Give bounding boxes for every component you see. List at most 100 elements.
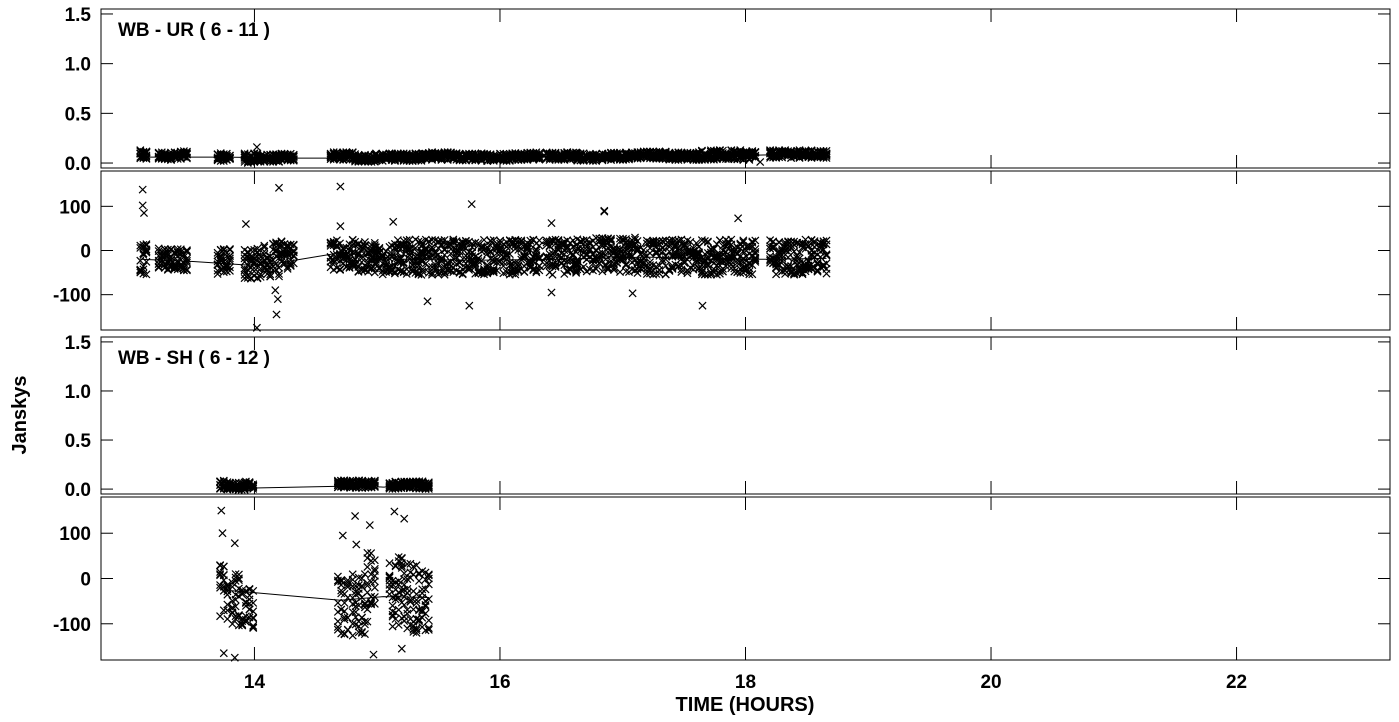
y-tick-label: 0.0 [65,154,91,175]
data-point [822,250,831,259]
data-point [213,269,222,279]
data-point [598,267,607,276]
data-point [182,247,191,256]
data-point [630,233,640,242]
data-point [810,237,819,246]
data-point [179,266,188,275]
data-point [526,257,535,266]
data-point [403,588,412,597]
y-tick-label: 1.0 [65,382,91,403]
data-point [354,628,363,637]
data-point [642,269,651,279]
data-point [822,146,831,155]
data-point-outlier [352,540,361,549]
data-point [225,256,234,265]
data-point [335,239,345,248]
data-point [225,154,234,163]
data-point-outlier [389,217,398,226]
data-point [340,613,349,622]
data-point [354,622,363,631]
x-tick-label: 16 [489,672,510,693]
data-point [486,248,495,257]
data-point [748,237,757,246]
data-point [424,616,433,625]
data-point [266,272,275,281]
data-point [351,255,360,264]
data-point [337,589,346,598]
data-point [464,265,474,274]
data-point [225,151,234,160]
data-point [136,256,145,265]
data-point [142,148,151,157]
data-point-outlier [365,521,374,530]
data-point-outlier [756,157,765,167]
data-point [418,613,427,622]
data-point [772,270,781,279]
data-point [260,241,269,250]
data-point-outlier [465,301,474,310]
y-tick-label: 1.5 [65,5,92,26]
data-point [795,248,804,257]
x-tick-label: 14 [244,672,266,693]
x-axis-title: TIME (HOURS) [676,694,815,716]
data-point [274,272,284,281]
data-point [289,152,298,161]
data-point [388,601,397,610]
data-point [621,267,631,276]
data-point [633,236,642,246]
data-point [621,261,631,270]
data-point [340,607,349,616]
data-point [231,570,240,579]
data-point [483,267,492,276]
data-point [363,605,372,614]
data-point [364,476,373,485]
data-point [367,549,376,558]
data-point-outlier [138,185,147,194]
data-point [411,243,420,253]
data-point [139,240,148,249]
data-point [399,258,408,267]
data-point-outlier [272,310,281,319]
frame-1-amplitude [100,336,1391,495]
data-point [532,266,541,275]
data-point [142,270,151,279]
data-point [440,270,449,279]
data-point [403,584,412,593]
data-point [363,617,372,626]
data-point [671,236,680,245]
data-point-outlier [412,628,421,637]
data-point [697,236,706,245]
data-point [573,265,582,274]
data-point [822,236,831,245]
data-point [595,255,604,264]
data-point [250,264,259,273]
data-point [343,578,352,587]
data-point [548,270,557,279]
data-point [486,246,495,256]
data-point [139,265,148,274]
data-point [253,248,262,257]
data-point [424,571,433,580]
data-point [348,570,357,579]
data-point [348,631,357,640]
data-point [748,270,757,279]
data-point [455,251,464,260]
y-tick-label: -100 [53,615,91,636]
data-point [139,262,148,271]
frame-0-amplitude [100,8,1391,169]
data-point [822,240,831,249]
data-point [520,252,529,261]
data-point [289,252,298,261]
data-point [370,556,379,565]
data-point [142,151,151,160]
data-point [421,585,430,594]
average-line [220,484,429,490]
data-point [609,265,619,275]
data-point [228,582,237,591]
plot-0-amplitude: 0.0 0.5 1.0 1.5 [65,5,1391,175]
data-point [340,630,349,639]
data-point [479,242,489,251]
data-point [573,259,582,268]
data-point [360,570,369,579]
